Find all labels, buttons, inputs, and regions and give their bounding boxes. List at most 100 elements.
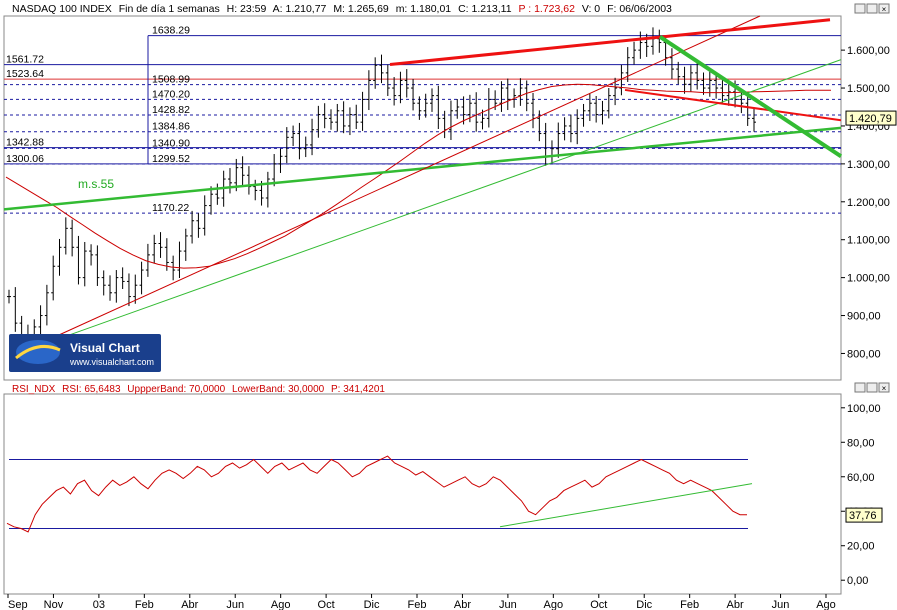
price-bar <box>404 69 409 98</box>
price-bar <box>417 96 422 120</box>
price-bar <box>587 93 592 122</box>
rsi-minimize-button[interactable] <box>854 382 866 393</box>
price-bar <box>423 93 428 118</box>
price-axis: 800,00 900,00 1.000,00 1.100,00 1.200,00 1.30… <box>841 45 897 360</box>
x-axis: Sep Nov 03 Feb Abr Jun Ago Oct Dic Feb Abr Jun Ago Oc… <box>7 594 836 610</box>
close-button[interactable] <box>878 3 890 14</box>
price-bar <box>562 117 567 141</box>
y-tick-label: 1.200,00 <box>847 197 890 209</box>
ma-line <box>5 83 831 269</box>
price-bar <box>108 275 113 301</box>
price-bar <box>436 85 441 129</box>
last-value-box <box>845 110 897 126</box>
price-bar <box>669 48 674 79</box>
header-mn: m: 1.180,01 <box>396 3 452 15</box>
x-tick-label: Jun <box>499 599 517 610</box>
level-label: 1342.88 <box>6 137 44 149</box>
x-tick-label: Nov <box>44 599 64 610</box>
x-tick-label: Ago <box>271 599 291 610</box>
level-label: 1561.72 <box>6 54 44 66</box>
price-bar <box>158 232 163 258</box>
x-tick-label: Jun <box>226 599 244 610</box>
y-tick-label: 800,00 <box>847 348 881 360</box>
price-bar <box>57 238 62 276</box>
price-bar <box>455 99 460 119</box>
price-bar <box>448 100 453 140</box>
rsi-tick-label: 60,00 <box>847 472 875 484</box>
price-bar <box>82 241 87 287</box>
price-bar <box>461 96 466 125</box>
header-f: F: 06/06/2003 <box>607 3 672 15</box>
price-bar <box>575 109 580 145</box>
price-bar <box>474 92 479 132</box>
price-bar <box>379 54 384 84</box>
price-bar <box>505 78 510 111</box>
rsi-legend-p: P: 341,4201 <box>331 384 385 395</box>
rsi-maximize-button[interactable] <box>866 382 878 393</box>
price-bar <box>411 78 416 111</box>
price-bar <box>335 103 340 132</box>
x-tick-label: Oct <box>318 599 335 610</box>
price-bar <box>385 64 390 97</box>
header-h: H: 23:59 <box>227 3 267 15</box>
x-tick-label: Ago <box>544 599 564 610</box>
price-bar <box>44 284 49 326</box>
price-bar <box>120 267 125 289</box>
header-p: P : 1.723,62 <box>519 3 576 15</box>
x-tick-label: Ago <box>816 599 836 610</box>
price-bar <box>568 114 573 143</box>
price-bar <box>499 81 504 112</box>
close-icon: × <box>882 5 887 14</box>
x-tick-label: Feb <box>680 599 699 610</box>
price-bar <box>682 66 687 94</box>
price-bar <box>101 270 106 296</box>
level-label: 1300.06 <box>6 153 44 165</box>
trend-red-down <box>624 88 842 122</box>
price-bar <box>133 274 138 304</box>
price-bar <box>632 41 637 65</box>
header-c: C: 1.213,11 <box>458 3 512 15</box>
price-bar <box>265 171 270 208</box>
price-bar <box>190 210 195 244</box>
chart-header: NASDAQ 100 INDEX Fin de día 1 semanas H:… <box>12 3 672 15</box>
y-tick-label: 1.500,00 <box>847 83 890 95</box>
price-bar <box>701 72 706 95</box>
price-bar <box>177 241 182 279</box>
price-bar <box>688 65 693 92</box>
price-bar <box>373 57 378 89</box>
price-bar <box>297 122 302 160</box>
level-label: 1170.22 <box>152 202 189 214</box>
rsi-legend-value: RSI: 65,6483 <box>62 384 121 395</box>
header-a: A: 1.210,77 <box>273 3 327 15</box>
level-label: 1523.64 <box>6 68 44 80</box>
x-tick-label: Abr <box>727 599 744 610</box>
price-bar <box>360 91 365 131</box>
price-bar <box>752 108 756 132</box>
rsi-line <box>6 455 747 533</box>
maximize-button[interactable] <box>866 3 878 14</box>
x-tick-label: Sep <box>8 599 28 610</box>
price-bar <box>695 62 700 90</box>
price-bar <box>328 109 333 130</box>
price-bar <box>594 96 599 123</box>
rsi-legend-upper: UppperBand: 70,0000 <box>127 384 225 395</box>
minimize-button[interactable] <box>854 3 866 14</box>
price-bar <box>51 255 56 301</box>
level-label: 1384.86 <box>152 121 190 133</box>
y-tick-label: 1.000,00 <box>847 273 890 285</box>
y-tick-label: 1.600,00 <box>847 45 890 57</box>
rsi-close-button[interactable] <box>878 382 890 393</box>
rsi-tick-label: 100,00 <box>847 403 881 415</box>
price-bar <box>227 168 232 194</box>
price-bar <box>139 261 144 295</box>
price-bar <box>272 154 277 187</box>
price-bar <box>310 118 315 156</box>
rsi-tick-label: 80,00 <box>847 437 875 449</box>
x-tick-label: 03 <box>93 599 105 610</box>
price-bar <box>354 104 359 129</box>
price-panel <box>3 15 842 381</box>
price-bar <box>89 244 94 266</box>
trend-green-thin <box>59 59 842 339</box>
